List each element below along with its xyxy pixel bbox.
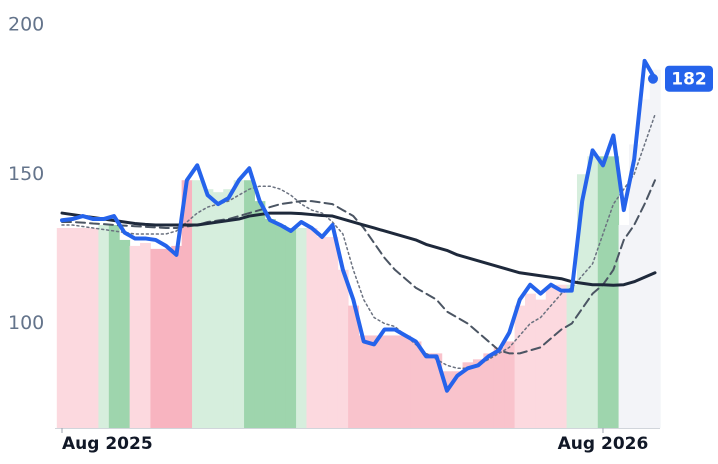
band — [98, 225, 110, 428]
band — [628, 144, 640, 428]
value-badge-label: 182 — [671, 70, 707, 90]
band — [576, 174, 588, 428]
band — [223, 189, 235, 428]
y-tick-label: 100 — [8, 312, 44, 334]
band — [524, 293, 536, 428]
band — [140, 242, 151, 428]
band — [483, 353, 495, 428]
band — [462, 362, 474, 428]
band — [254, 201, 266, 428]
band — [639, 99, 651, 428]
band — [77, 227, 89, 428]
line-series — [60, 58, 657, 393]
band — [108, 225, 120, 428]
y-tick-label: 200 — [8, 14, 44, 36]
x-tick-label: Aug 2026 — [558, 434, 649, 454]
band — [171, 245, 183, 428]
band — [545, 287, 557, 428]
band — [212, 192, 224, 428]
band — [431, 353, 443, 428]
band — [566, 284, 578, 428]
line-series — [61, 113, 656, 370]
band — [535, 299, 547, 428]
band — [452, 371, 464, 428]
band — [389, 335, 401, 428]
band — [56, 227, 68, 428]
band — [441, 371, 453, 428]
band — [202, 189, 214, 428]
band — [514, 305, 526, 428]
band — [233, 180, 245, 428]
band — [327, 236, 339, 428]
band — [618, 225, 630, 428]
x-tick-label: Aug 2025 — [62, 434, 153, 454]
line-series — [61, 179, 656, 355]
band — [264, 219, 276, 428]
band — [348, 305, 359, 428]
band — [181, 180, 193, 428]
band — [400, 335, 412, 428]
band — [420, 353, 432, 428]
line-series — [60, 211, 657, 287]
band — [88, 227, 99, 428]
band — [358, 335, 370, 428]
band — [504, 341, 516, 428]
band — [285, 227, 297, 428]
band — [244, 180, 255, 428]
band — [649, 69, 661, 429]
band — [597, 156, 609, 428]
value-badge — [665, 65, 713, 92]
band — [296, 227, 307, 428]
band — [379, 335, 391, 428]
band — [160, 248, 172, 428]
band — [129, 245, 141, 428]
band — [192, 180, 203, 428]
band — [150, 248, 162, 428]
band — [608, 156, 620, 428]
band — [410, 341, 422, 428]
band — [556, 284, 568, 428]
band — [472, 359, 484, 428]
band — [67, 227, 79, 428]
y-tick-label: 150 — [8, 163, 44, 185]
last-point — [648, 73, 658, 84]
band — [275, 225, 287, 428]
band — [316, 236, 328, 428]
band — [493, 347, 505, 428]
band — [337, 269, 349, 428]
band — [119, 239, 131, 428]
band — [306, 227, 318, 428]
band — [368, 335, 380, 428]
